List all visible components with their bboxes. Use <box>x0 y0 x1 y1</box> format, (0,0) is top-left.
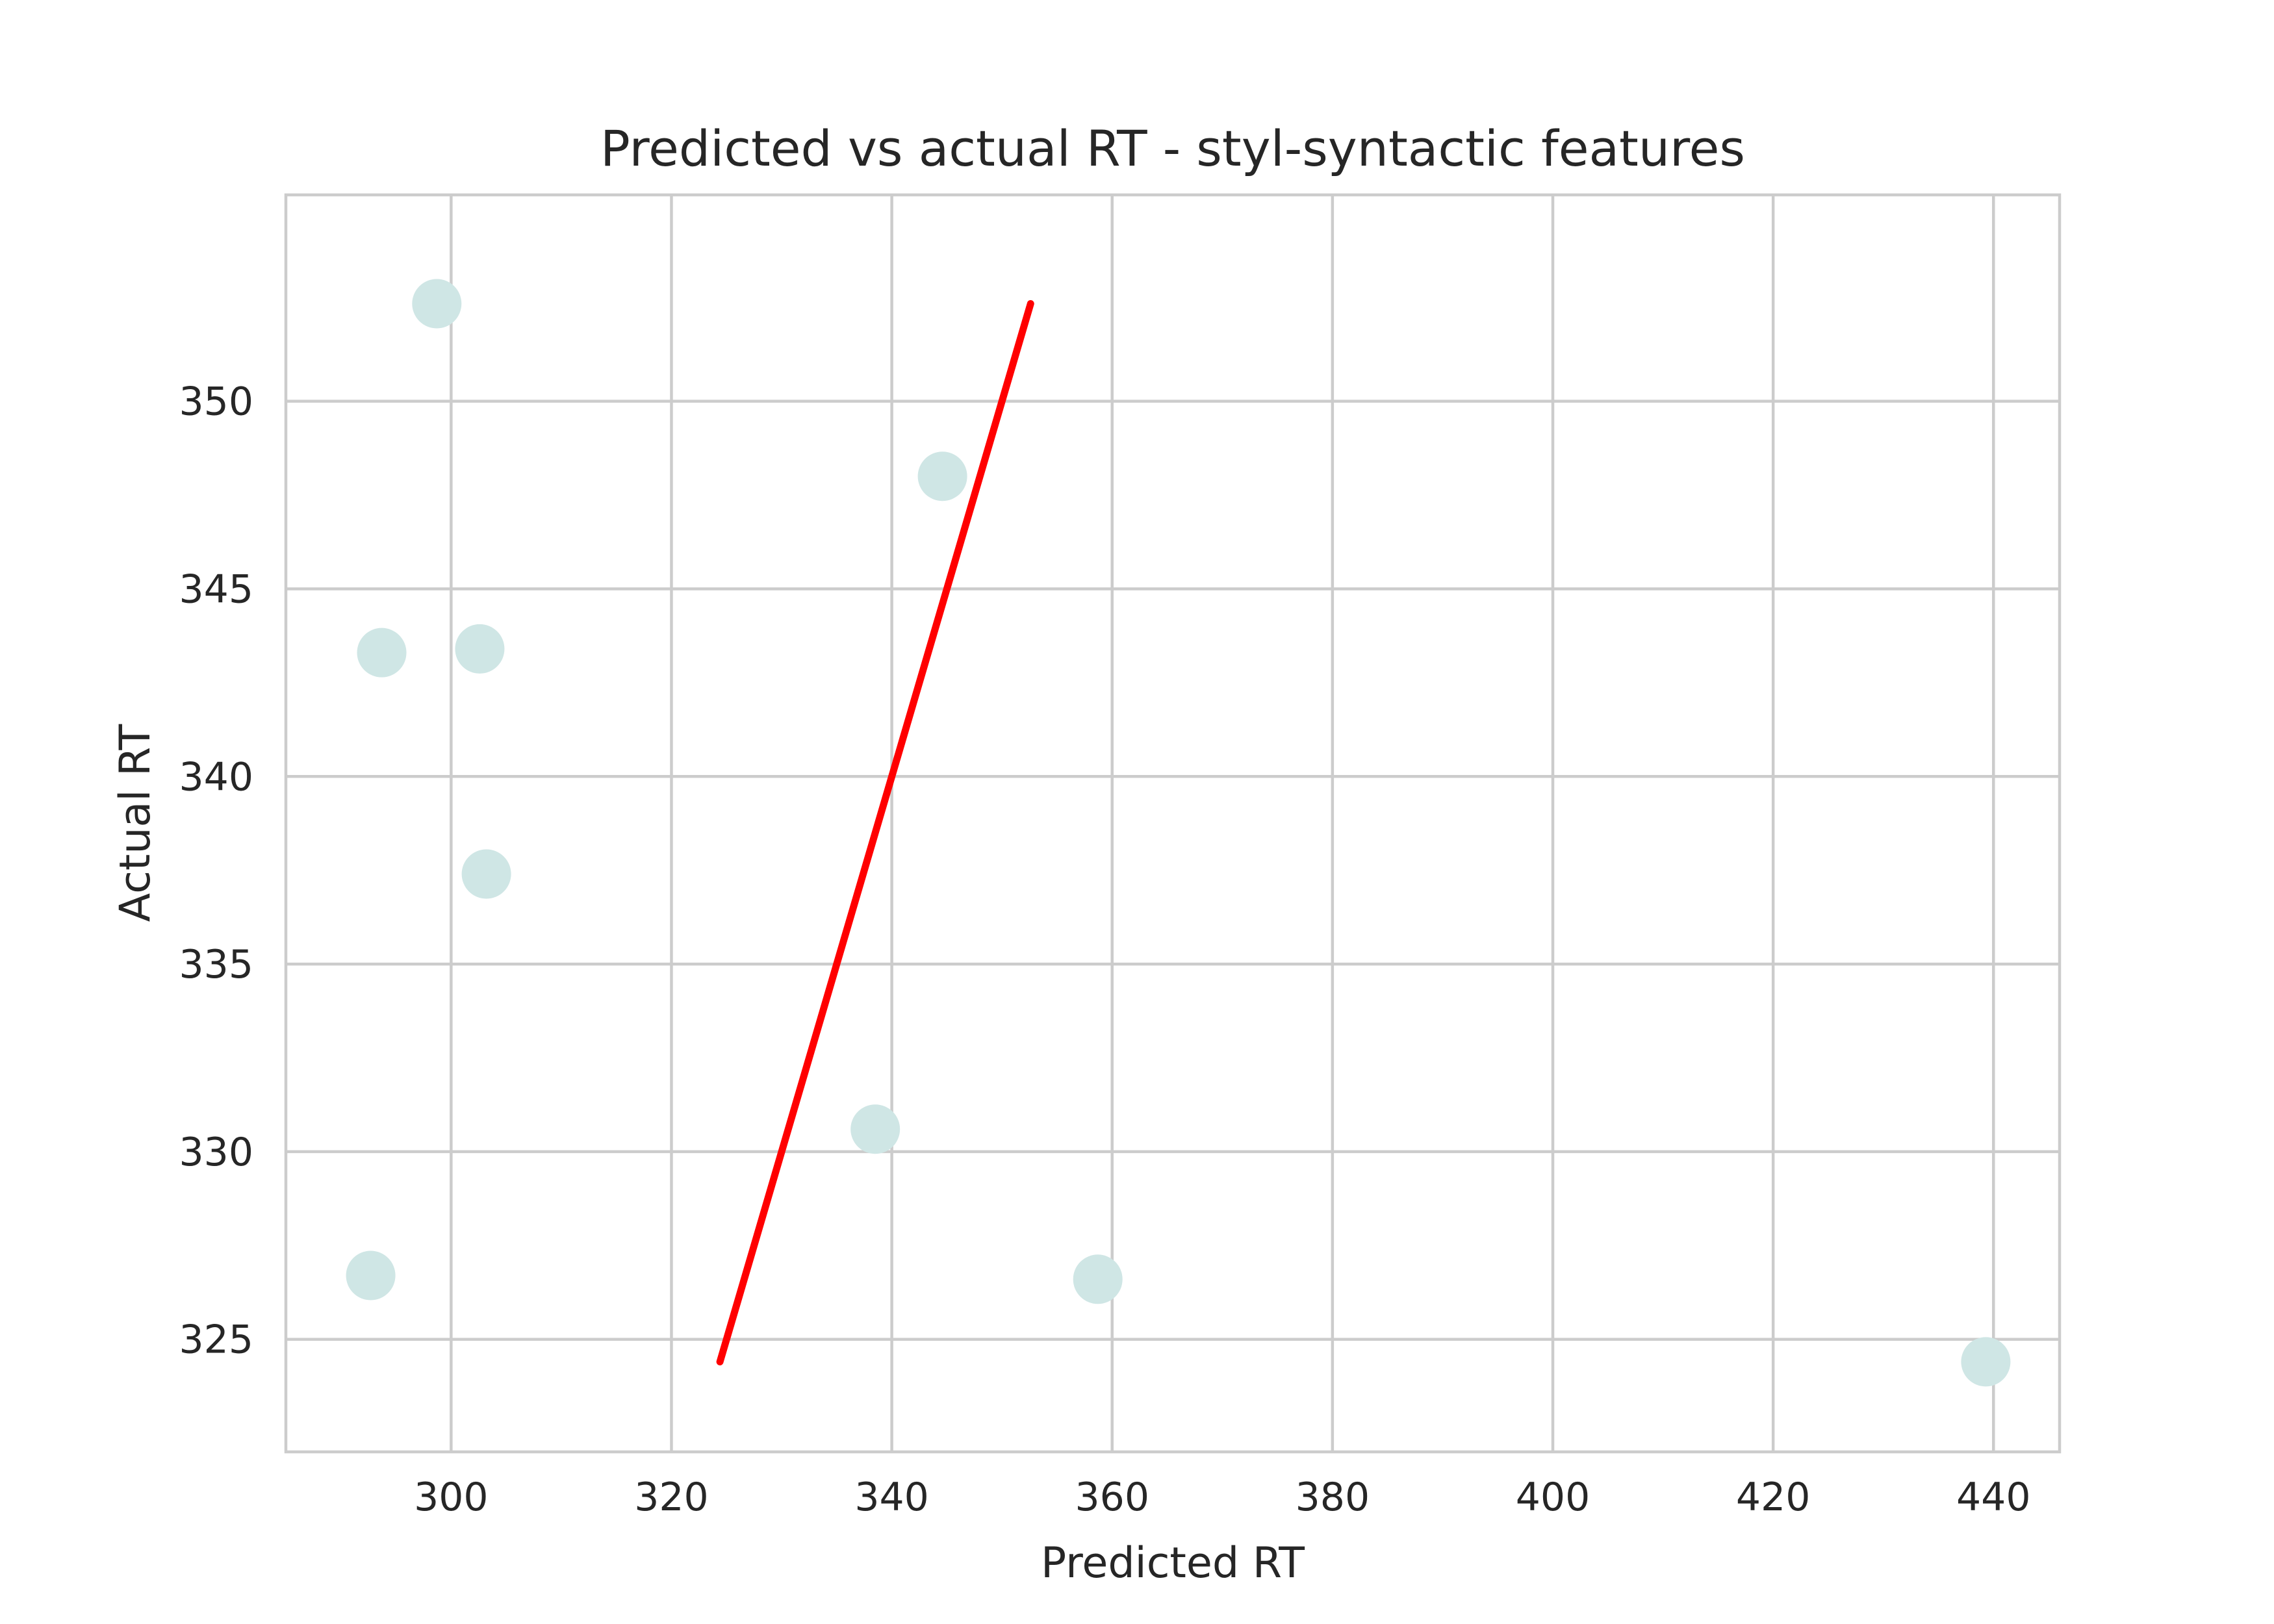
x-grid-lines <box>450 195 1995 1452</box>
y-tick-labels: 325 330 335 340 345 350 <box>179 379 253 1363</box>
y-axis-label: Actual RT <box>111 724 160 922</box>
y-tick-label: 350 <box>179 379 253 425</box>
scatter-point <box>346 1250 396 1300</box>
x-tick-label: 360 <box>1075 1475 1149 1520</box>
scatter-point <box>357 628 407 678</box>
y-grid-lines <box>286 400 2060 1341</box>
x-tick-label: 380 <box>1296 1475 1370 1520</box>
y-tick-label: 340 <box>179 754 253 800</box>
x-tick-label: 320 <box>634 1475 709 1520</box>
scatter-point <box>455 624 505 674</box>
x-tick-label: 420 <box>1736 1475 1811 1520</box>
x-axis-label: Predicted RT <box>1041 1539 1305 1588</box>
scatter-point <box>412 279 462 329</box>
y-tick-label: 335 <box>179 942 253 987</box>
y-tick-label: 325 <box>179 1317 253 1363</box>
scatter-point <box>1961 1337 2011 1387</box>
x-tick-labels: 300 320 340 360 380 400 420 440 <box>414 1475 2030 1520</box>
y-tick-label: 330 <box>179 1130 253 1175</box>
scatter-points <box>346 279 2011 1387</box>
scatter-point <box>461 849 511 899</box>
x-tick-label: 340 <box>854 1475 929 1520</box>
scatter-point <box>850 1104 901 1154</box>
scatter-point <box>917 451 967 501</box>
chart-title: Predicted vs actual RT - styl-syntactic … <box>600 120 1745 177</box>
x-tick-label: 400 <box>1516 1475 1591 1520</box>
plot-frame <box>284 193 2062 1454</box>
scatter-point <box>1073 1254 1123 1304</box>
red-reference-line <box>716 300 1034 1365</box>
x-tick-label: 300 <box>414 1475 489 1520</box>
reference-line-layer <box>716 300 1034 1365</box>
y-tick-label: 345 <box>179 566 253 612</box>
x-tick-label: 440 <box>1956 1475 2031 1520</box>
